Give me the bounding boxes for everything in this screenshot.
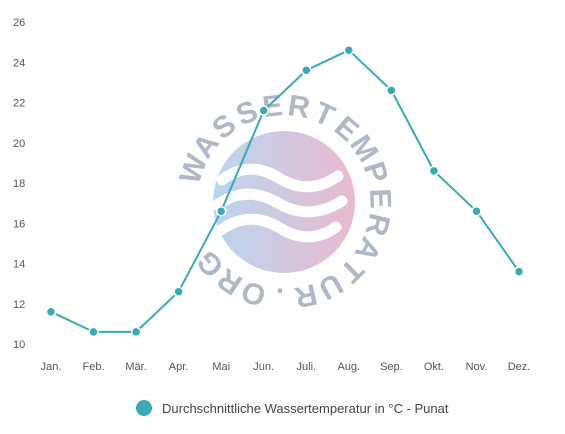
x-tick-label: Mai <box>212 361 230 373</box>
x-tick-label: Jan. <box>41 361 62 373</box>
watermark-letter: R <box>286 89 313 125</box>
x-tick-label: Feb. <box>82 361 104 373</box>
x-tick-label: Jun. <box>253 361 274 373</box>
data-point[interactable] <box>130 326 142 338</box>
data-point[interactable] <box>343 44 355 56</box>
watermark-wave <box>215 213 342 243</box>
data-point[interactable] <box>428 165 440 177</box>
x-tick-label: Okt. <box>424 361 444 373</box>
y-tick-label: 20 <box>13 138 25 150</box>
watermark-letter: E <box>261 89 285 124</box>
legend[interactable]: Durchschnittliche Wassertemperatur in °C… <box>136 400 449 416</box>
data-point[interactable] <box>258 105 269 116</box>
x-tick-label: Nov. <box>466 361 488 373</box>
data-point[interactable] <box>45 306 57 318</box>
data-point[interactable] <box>386 85 397 96</box>
series-layer <box>45 44 525 338</box>
x-axis-ticks: Jan. Feb. Mär. Apr. Mai Jun. Juli. Aug. Sep. Okt.… <box>41 361 531 373</box>
watermark-letter: R <box>291 277 320 314</box>
data-point[interactable] <box>301 65 312 76</box>
y-tick-label: 26 <box>13 17 25 29</box>
data-point[interactable] <box>173 286 184 297</box>
y-tick-label: 12 <box>13 299 25 311</box>
x-tick-label: Juli. <box>297 361 317 373</box>
x-tick-label: Dez. <box>508 361 531 373</box>
y-tick-label: 22 <box>13 98 25 110</box>
y-tick-label: 16 <box>13 218 25 230</box>
x-tick-label: Aug. <box>337 361 360 373</box>
data-point[interactable] <box>215 205 227 217</box>
data-point[interactable] <box>513 266 525 277</box>
x-tick-label: Apr. <box>169 361 189 373</box>
y-tick-label: 10 <box>13 339 25 351</box>
y-tick-label: 24 <box>13 57 25 69</box>
watermark-letter: E <box>363 188 397 209</box>
legend-marker <box>136 400 152 416</box>
y-tick-label: 14 <box>13 259 25 271</box>
x-tick-label: Mär. <box>125 361 146 373</box>
watermark-letter: . <box>275 281 285 314</box>
y-tick-label: 18 <box>13 178 25 190</box>
x-tick-label: Sep. <box>380 361 403 373</box>
data-point[interactable] <box>471 205 482 217</box>
watermark-wave <box>211 188 348 218</box>
legend-label: Durchschnittliche Wassertemperatur in °C… <box>162 401 449 416</box>
y-axis-ticks: 10 12 14 16 18 20 22 24 26 <box>13 17 25 351</box>
series-line <box>50 49 520 333</box>
data-point[interactable] <box>88 326 99 338</box>
